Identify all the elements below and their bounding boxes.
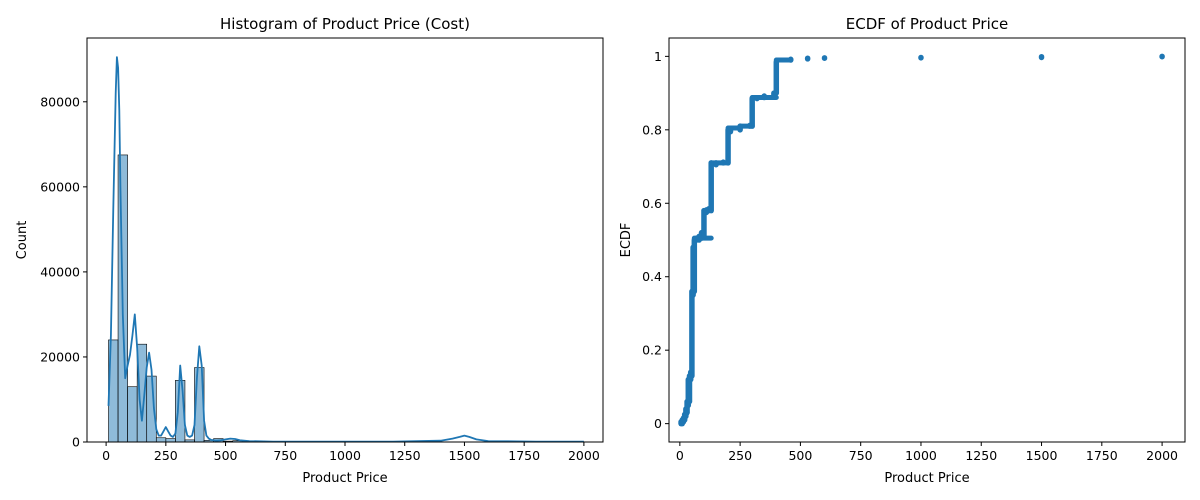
ecdf-axes-frame xyxy=(668,37,1186,443)
ecdf-y-tick-label: 0.4 xyxy=(642,269,662,284)
histogram-title: Histogram of Product Price (Cost) xyxy=(220,15,470,33)
histogram-y-tick-label: 80000 xyxy=(40,94,80,109)
ecdf-x-label: Product Price xyxy=(884,471,969,486)
histogram-bar xyxy=(165,438,176,443)
histogram-x-tick-label: 2000 xyxy=(568,448,600,463)
histogram-x-label: Product Price xyxy=(302,471,387,486)
ecdf-title: ECDF of Product Price xyxy=(846,15,1008,33)
histogram-x-tick-label: 1000 xyxy=(329,448,361,463)
ecdf-x-tick-label: 0 xyxy=(676,448,684,463)
histogram-y-tick-label: 0 xyxy=(72,435,80,450)
ecdf-y-ticks: 0 0.2 0.4 0.6 0.8 1 xyxy=(642,49,669,431)
histogram-axes-frame xyxy=(86,37,604,443)
histogram-plot-area xyxy=(107,56,584,443)
histogram-x-tick-label: 250 xyxy=(154,448,178,463)
ecdf-panel: ECDF of Product Price 0 250 500 750 1000 1250… xyxy=(619,15,1186,486)
histogram-y-tick-label: 40000 xyxy=(40,264,80,279)
histogram-x-tick-label: 500 xyxy=(214,448,238,463)
ecdf-x-tick-label: 2000 xyxy=(1146,448,1178,463)
histogram-x-tick-label: 1500 xyxy=(449,448,481,463)
histogram-x-ticks: 0 250 500 750 1000 1250 1500 1750 2000 xyxy=(102,442,600,463)
histogram-y-tick-label: 20000 xyxy=(40,349,80,364)
ecdf-x-tick-label: 1750 xyxy=(1086,448,1118,463)
ecdf-x-tick-label: 1000 xyxy=(905,448,937,463)
ecdf-x-tick-label: 250 xyxy=(728,448,752,463)
histogram-panel: Histogram of Product Price (Cost) 0 250 50… xyxy=(15,15,604,486)
histogram-x-tick-label: 1250 xyxy=(389,448,421,463)
ecdf-x-tick-label: 1250 xyxy=(965,448,997,463)
histogram-y-label: Count xyxy=(15,221,30,260)
ecdf-x-tick-label: 500 xyxy=(788,448,812,463)
ecdf-y-tick-label: 0 xyxy=(654,416,662,431)
ecdf-y-label: ECDF xyxy=(619,223,634,258)
histogram-bar xyxy=(155,437,167,443)
histogram-x-tick-label: 0 xyxy=(102,448,110,463)
ecdf-x-tick-label: 750 xyxy=(849,448,873,463)
ecdf-y-tick-label: 0.6 xyxy=(642,196,662,211)
ecdf-plot-area xyxy=(678,53,1165,427)
kde-line xyxy=(107,56,584,443)
ecdf-y-tick-label: 1 xyxy=(654,49,662,64)
histogram-x-tick-label: 1750 xyxy=(508,448,540,463)
histogram-bar xyxy=(127,386,138,443)
ecdf-x-tick-label: 1500 xyxy=(1026,448,1058,463)
histogram-y-ticks: 0 20000 40000 60000 80000 xyxy=(40,94,87,450)
ecdf-x-ticks: 0 250 500 750 1000 1250 1500 1750 2000 xyxy=(676,442,1178,463)
histogram-x-tick-label: 750 xyxy=(273,448,297,463)
histogram-y-tick-label: 60000 xyxy=(40,179,80,194)
ecdf-y-tick-label: 0.8 xyxy=(642,122,662,137)
ecdf-y-tick-label: 0.2 xyxy=(642,343,662,358)
